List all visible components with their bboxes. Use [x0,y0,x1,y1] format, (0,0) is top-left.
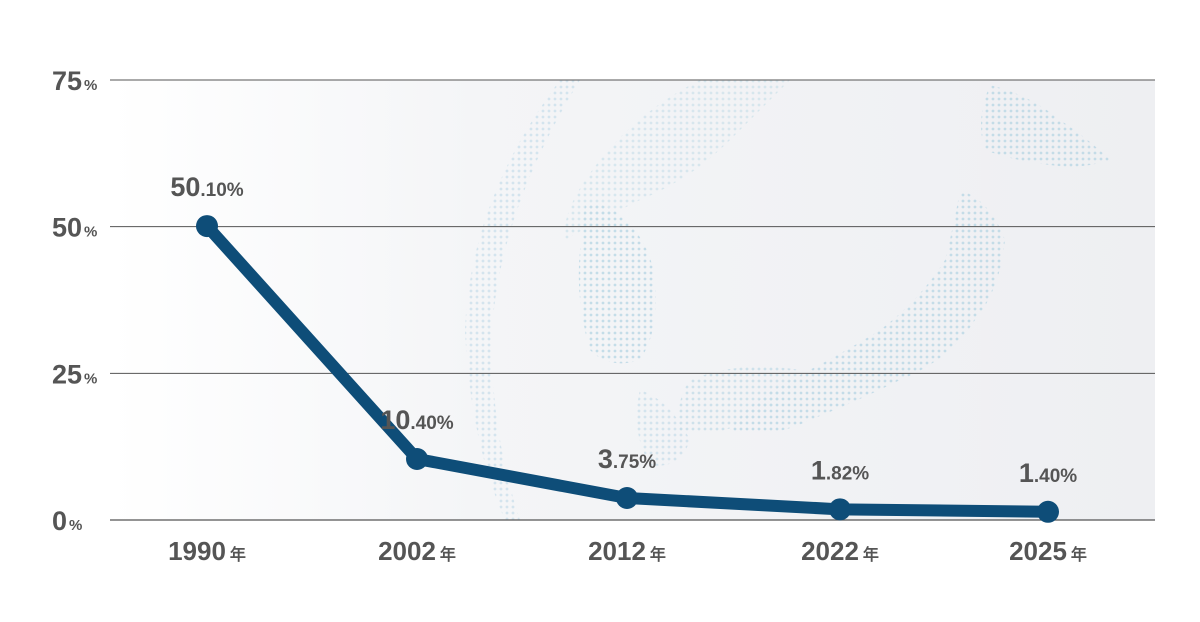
data-label: 10.40% [380,405,453,435]
data-points [196,215,1059,523]
y-tick-label: 25% [52,359,97,389]
data-label: 1.40% [1019,458,1077,488]
data-point [406,447,428,470]
y-tick-label: 75% [52,66,97,96]
y-tick-label: 50% [52,213,97,243]
data-point [616,487,638,509]
x-tick-label: 2002 年 [378,536,456,566]
data-point [829,498,851,521]
y-tick-label: 0% [52,506,82,536]
x-tick-label: 2022 年 [801,536,879,566]
y-axis: 0 % 25 % 50 % 75% [52,66,97,536]
x-tick-label: 1990 年 [168,536,246,566]
data-label: 3.75% [598,444,656,474]
data-labels: 50.10% 10.40% 3.75% 1.82% 1.40% [170,172,1077,488]
data-label: 50.10% [170,172,243,202]
background-map-decoration [465,80,1110,520]
x-axis: 1990 年 2002 年 2012 年 2022 年 2025 年 [168,536,1087,566]
x-tick-label: 2012 年 [588,536,666,566]
grid-lines [110,79,1155,521]
data-point [196,215,218,238]
data-label: 1.82% [811,455,869,485]
x-tick-label: 2025 年 [1009,536,1087,566]
data-point [1037,500,1059,523]
